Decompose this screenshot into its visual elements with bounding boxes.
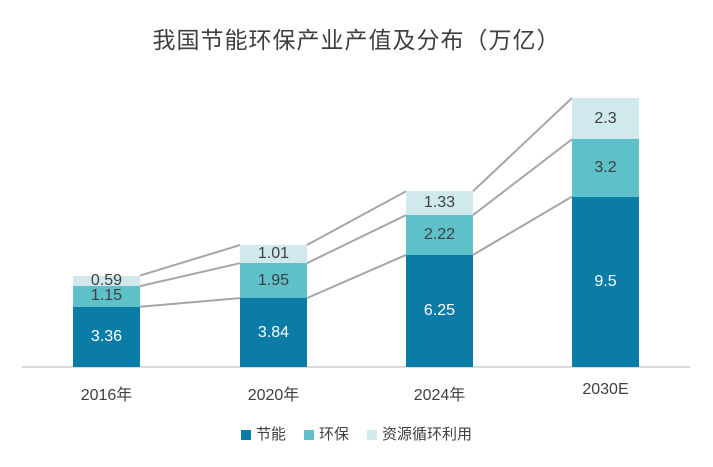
bar-value-label: 1.01 xyxy=(257,245,290,263)
bar-value-label: 1.33 xyxy=(423,194,456,212)
bar-segment-0-cat-0: 3.36 xyxy=(73,306,140,367)
bar-value-label: 0.59 xyxy=(90,271,123,289)
legend-swatch-icon xyxy=(367,429,377,440)
bar-value-label: 9.5 xyxy=(594,272,617,290)
bar-value-label: 3.36 xyxy=(90,327,123,345)
bar-segment-2-cat-3: 2.3 xyxy=(572,98,639,140)
bar-segment-2-cat-1: 1.01 xyxy=(240,245,307,264)
bar-segment-0-cat-2: 6.25 xyxy=(406,254,473,367)
legend-item-0: 节能 xyxy=(240,426,286,443)
legend-label: 节能 xyxy=(255,426,286,443)
bar-segment-1-cat-0: 1.15 xyxy=(73,286,140,307)
chart-title: 我国节能环保产业产值及分布（万亿） xyxy=(152,27,561,53)
bar-value-label: 1.95 xyxy=(257,271,290,289)
x-axis-label-0: 2016年 xyxy=(80,387,133,404)
connector-line xyxy=(139,262,241,288)
bar-value-label: 3.2 xyxy=(594,158,617,176)
legend-swatch-icon xyxy=(303,429,314,440)
connector-line xyxy=(306,190,407,246)
x-axis-label-2: 2024年 xyxy=(413,387,466,404)
x-axis-line xyxy=(22,366,690,368)
bar-value-label: 1.15 xyxy=(90,287,123,305)
connector-line xyxy=(472,138,573,216)
legend-item-2: 资源循环利用 xyxy=(367,427,472,442)
bar-segment-0-cat-3: 9.5 xyxy=(572,196,639,367)
x-axis-label-3: 2030E xyxy=(582,381,629,398)
bar-segment-2-cat-0: 0.59 xyxy=(73,271,140,289)
legend-label: 环保 xyxy=(318,426,349,443)
bar-value-label: 2.22 xyxy=(423,225,456,243)
bar-value-label: 6.25 xyxy=(423,301,456,319)
connector-line xyxy=(472,97,573,192)
bar-value-label: 2.3 xyxy=(594,109,617,127)
connector-line xyxy=(139,244,241,277)
bar-segment-0-cat-1: 3.84 xyxy=(240,298,307,367)
bar-segment-1-cat-1: 1.95 xyxy=(240,263,307,299)
connector-line xyxy=(306,254,407,300)
connector-line xyxy=(139,297,241,308)
x-axis-label-1: 2020年 xyxy=(247,387,300,404)
bar-segment-2-cat-2: 1.33 xyxy=(406,191,473,216)
legend: 节能 环保 资源循环利用 xyxy=(0,427,713,442)
bar-segment-1-cat-2: 2.22 xyxy=(406,215,473,255)
bar-segment-1-cat-3: 3.2 xyxy=(572,139,639,197)
legend-item-1: 环保 xyxy=(303,426,349,443)
legend-swatch-icon xyxy=(240,429,251,440)
connector-line xyxy=(306,214,407,265)
bar-value-label: 3.84 xyxy=(257,323,290,341)
legend-label: 资源循环利用 xyxy=(382,426,473,443)
connector-line xyxy=(472,195,573,256)
